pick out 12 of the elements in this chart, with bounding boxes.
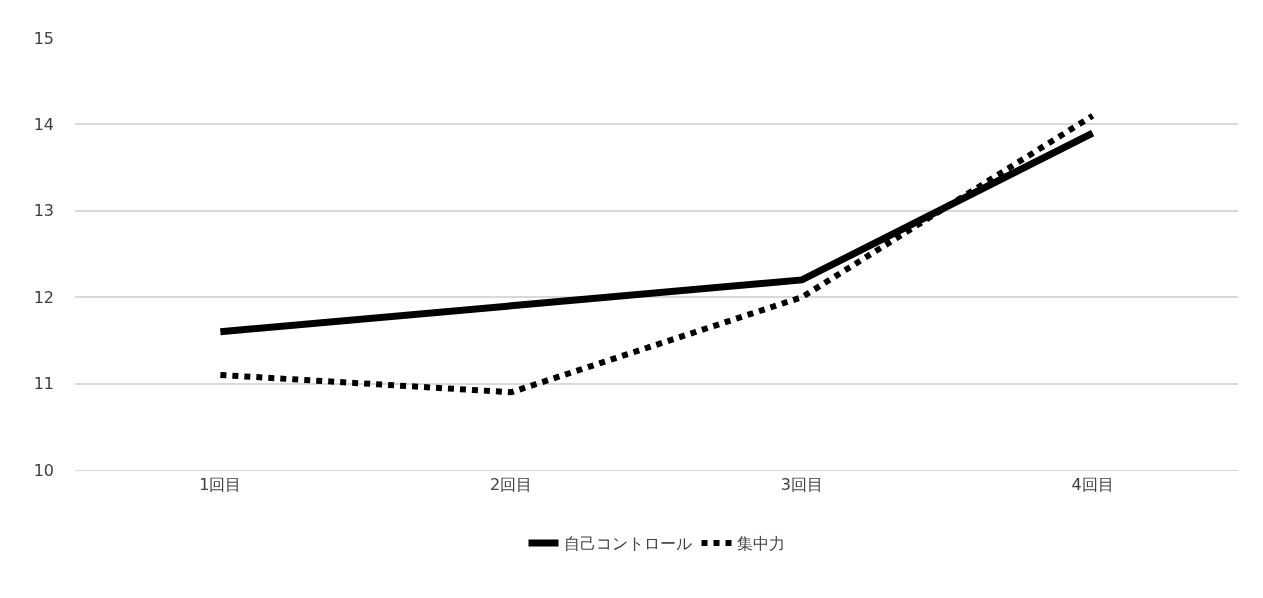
y-tick-label: 12 bbox=[33, 287, 54, 307]
y-tick-label: 11 bbox=[33, 374, 54, 394]
legend-label: 集中力 bbox=[736, 534, 785, 554]
y-tick-label: 15 bbox=[33, 28, 54, 48]
legend-label: 自己コントロール bbox=[563, 534, 692, 554]
x-tick-label: 1回目 bbox=[199, 475, 242, 495]
x-tick-label: 4回目 bbox=[1071, 475, 1114, 495]
y-tick-label: 14 bbox=[33, 115, 54, 134]
x-tick-label: 3回目 bbox=[780, 475, 823, 495]
y-tick-label: 13 bbox=[33, 201, 54, 221]
x-tick-label: 2回目 bbox=[490, 475, 533, 495]
y-tick-label: 10 bbox=[33, 460, 54, 480]
